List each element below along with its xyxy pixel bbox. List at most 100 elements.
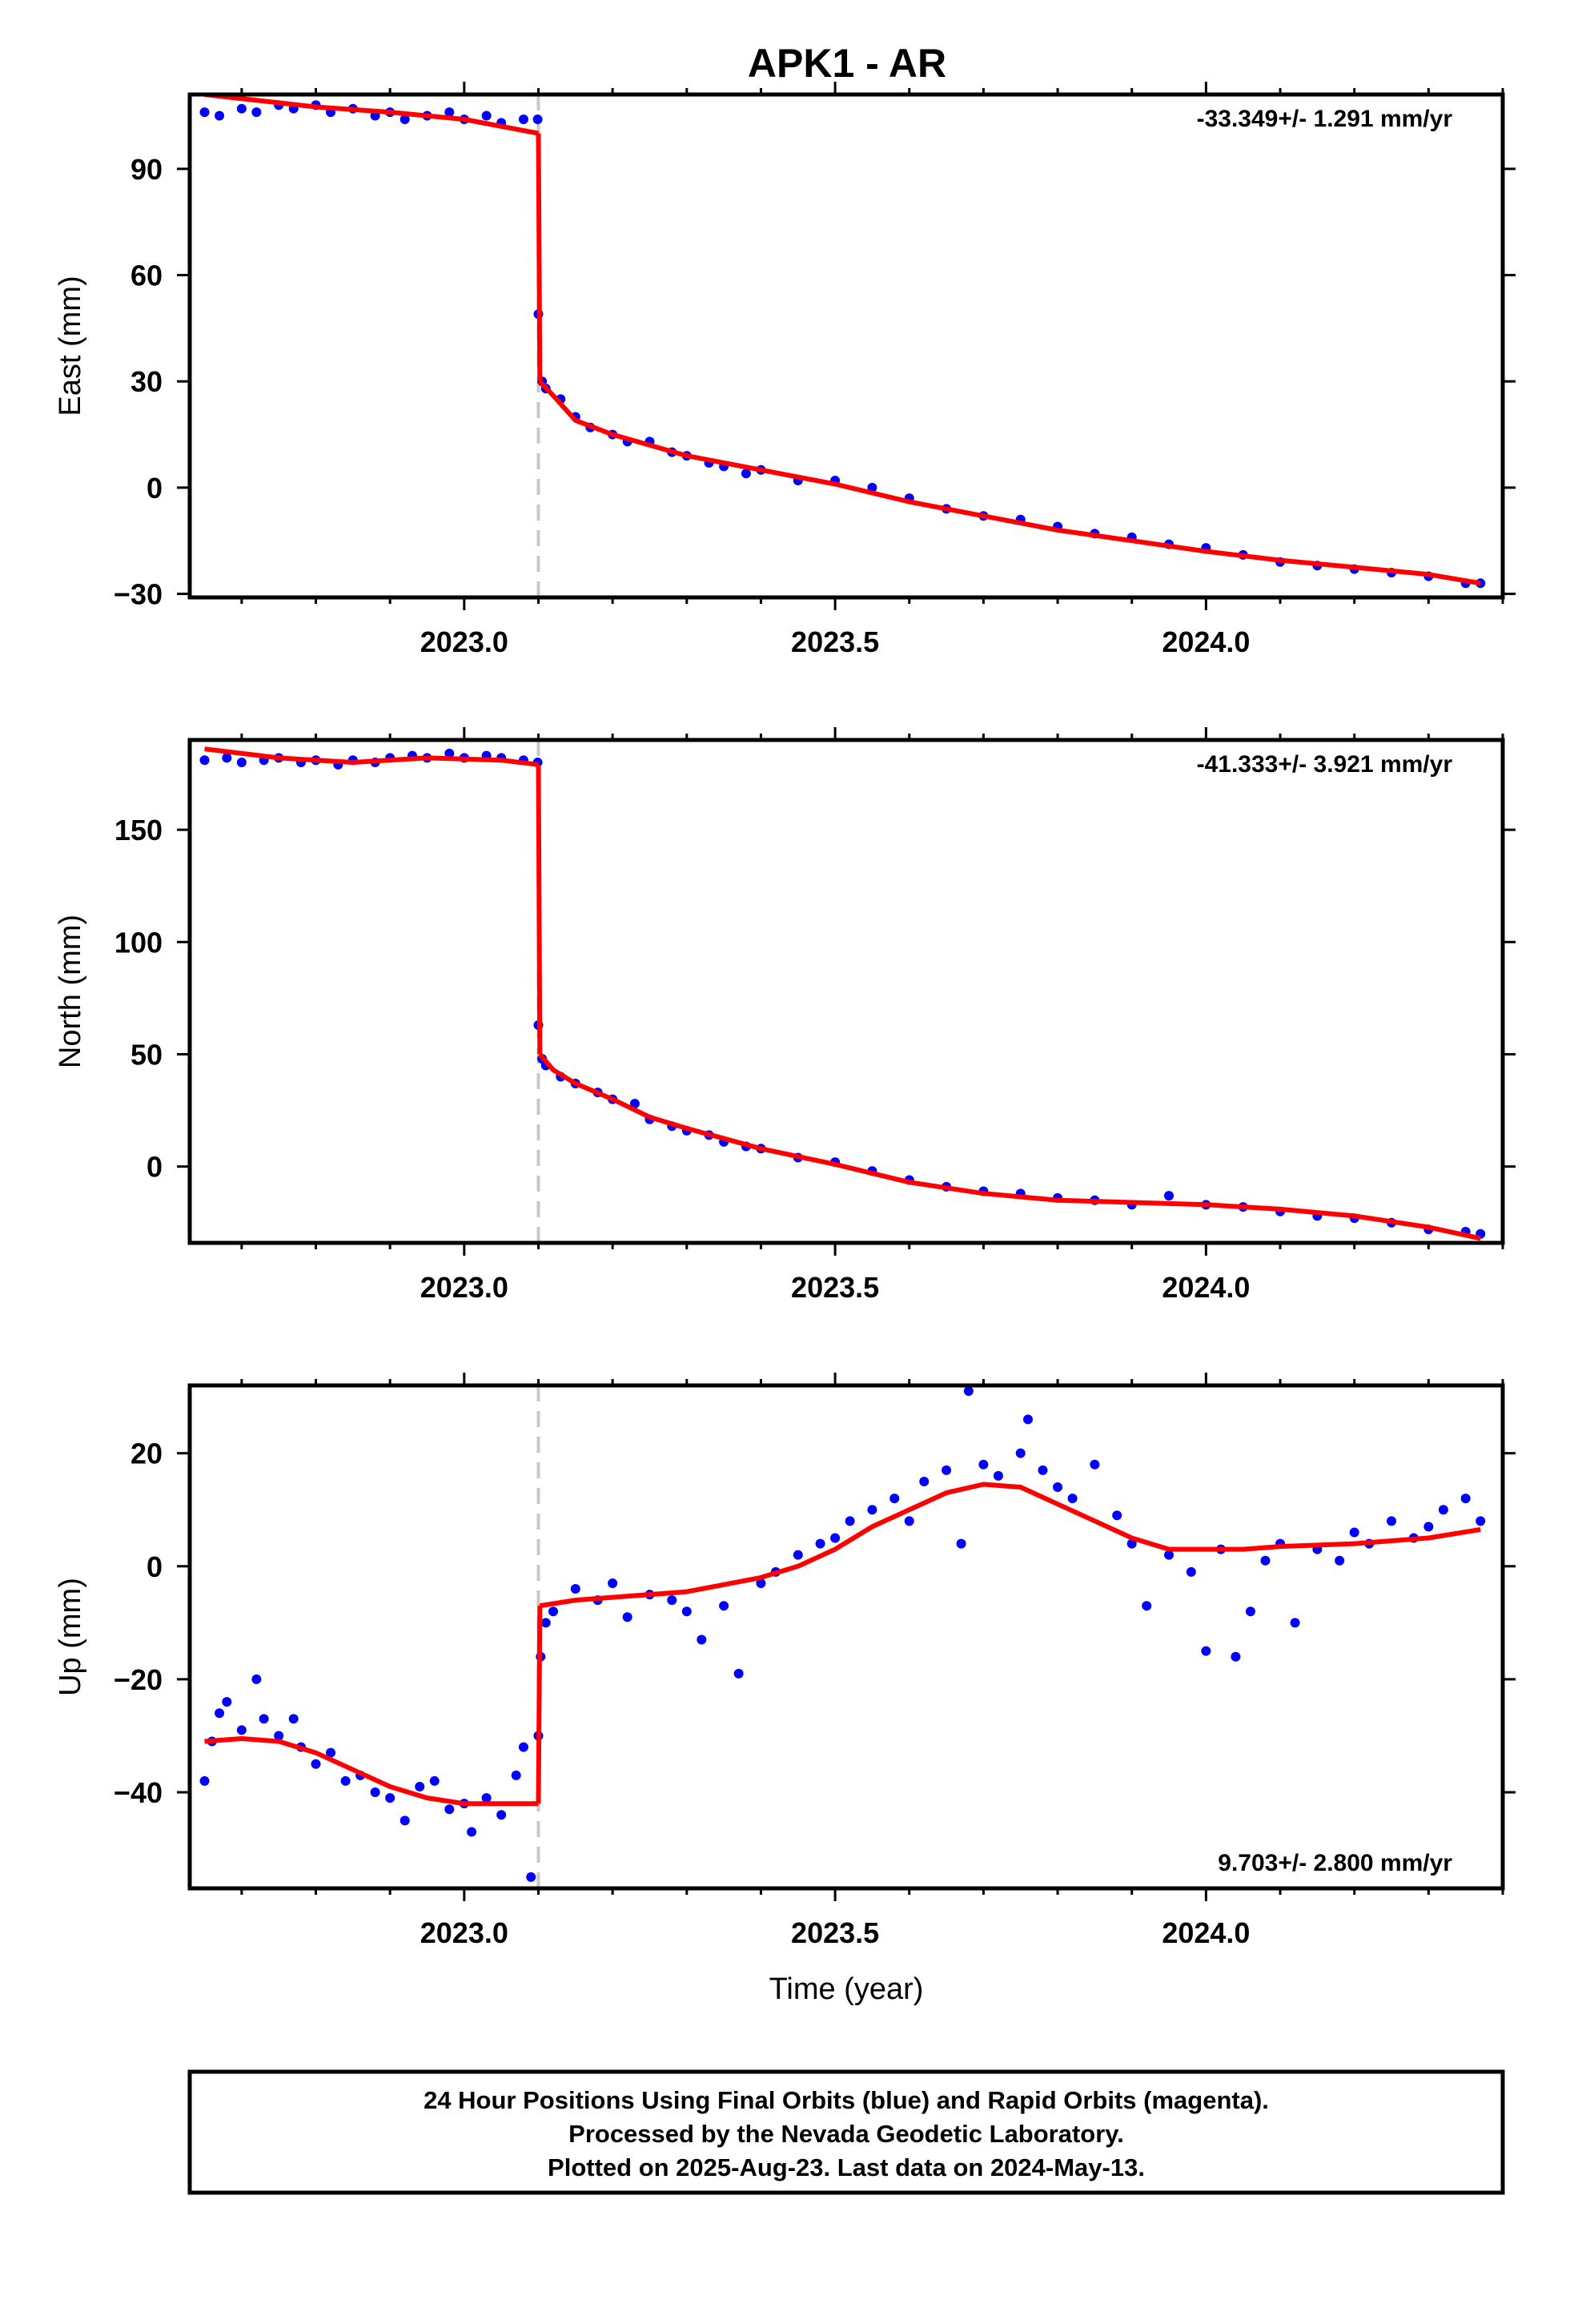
east-data-point-18 xyxy=(532,114,543,124)
up-data-point-31 xyxy=(570,1584,580,1594)
up-data-point-66 xyxy=(1186,1566,1196,1577)
up-ytick-label-1: −20 xyxy=(114,1663,163,1696)
up-data-point-48 xyxy=(889,1494,900,1504)
up-data-point-37 xyxy=(681,1606,692,1617)
up-data-point-61 xyxy=(1090,1459,1100,1470)
east-data-point-0 xyxy=(199,107,210,118)
up-data-point-53 xyxy=(963,1386,974,1397)
panels: 2023.0 2023.5 2024.0 −30 0 30 60 90 East (mm) -33… xyxy=(54,82,1516,2006)
east-ytick-label-1: 0 xyxy=(147,472,163,505)
up-data-point-0 xyxy=(199,1775,210,1786)
east-fit-segment-0 xyxy=(204,94,540,136)
north-xtick-label-0: 2023.0 xyxy=(420,1271,508,1304)
up-rate-label: 9.703+/- 2.800 mm/yr xyxy=(1218,1850,1452,1876)
up-data-point-25 xyxy=(518,1742,528,1752)
up-data-point-80 xyxy=(1423,1522,1434,1532)
east-data-point-32 xyxy=(741,468,751,479)
east-ytick-label-2: 30 xyxy=(130,365,163,398)
up-data-point-36 xyxy=(667,1595,677,1606)
east-xtick-label-2: 2024.0 xyxy=(1162,625,1250,658)
footer-line-3: Plotted on 2025-Aug-23. Last data on 202… xyxy=(548,2153,1145,2181)
north-ytick-label-1: 50 xyxy=(130,1039,163,1072)
footer-box xyxy=(187,2069,1505,2195)
up-data-point-41 xyxy=(756,1578,766,1588)
up-xtick-label-0: 2023.0 xyxy=(420,1916,508,1949)
up-data-point-18 xyxy=(429,1775,440,1786)
up-data-point-5 xyxy=(251,1674,262,1684)
north-fit-segment-2 xyxy=(538,1052,1481,1241)
east-data-point-15 xyxy=(481,111,492,121)
up-data-point-46 xyxy=(845,1516,855,1526)
up-data-point-65 xyxy=(1164,1550,1174,1560)
up-data-point-69 xyxy=(1231,1651,1241,1662)
north-ytick-label-2: 100 xyxy=(114,926,163,959)
up-data-point-51 xyxy=(942,1465,952,1475)
up-data-point-59 xyxy=(1053,1482,1063,1493)
up-data-point-83 xyxy=(1476,1516,1486,1526)
up-y-axis-label: Up (mm) xyxy=(54,1578,87,1696)
north-data-point-13 xyxy=(444,748,455,758)
up-frame xyxy=(187,1383,1505,1891)
north-data-point-0 xyxy=(199,755,210,766)
up-data-point-2 xyxy=(215,1708,225,1719)
up-fit-segment-1 xyxy=(536,1606,543,1804)
up-data-point-52 xyxy=(956,1538,966,1549)
up-data-point-63 xyxy=(1126,1538,1137,1549)
north-xtick-label-1: 2023.5 xyxy=(791,1271,879,1304)
up-data-point-62 xyxy=(1112,1510,1122,1521)
up-data-point-23 xyxy=(496,1810,507,1820)
up-fit-segment-2 xyxy=(539,1482,1481,1609)
up-data-point-26 xyxy=(526,1872,536,1882)
east-frame xyxy=(187,92,1505,600)
east-xtick-label-0: 2023.0 xyxy=(420,625,508,658)
east-data-point-11 xyxy=(400,114,410,124)
east-ytick-label-4: 90 xyxy=(130,153,163,186)
up-ytick-label-3: 20 xyxy=(130,1437,163,1470)
up-xtick-label-1: 2023.5 xyxy=(791,1916,879,1949)
up-data-point-81 xyxy=(1438,1505,1448,1515)
up-data-point-8 xyxy=(288,1714,299,1724)
up-data-point-19 xyxy=(444,1804,455,1815)
up-data-point-4 xyxy=(236,1725,247,1735)
panel-east: 2023.0 2023.5 2024.0 −30 0 30 60 90 East (mm) -33… xyxy=(54,82,1516,658)
up-data-point-54 xyxy=(978,1459,989,1470)
up-data-point-10 xyxy=(311,1759,321,1769)
up-data-point-34 xyxy=(622,1612,632,1622)
north-y-axis-label: North (mm) xyxy=(54,915,87,1068)
up-data-point-17 xyxy=(415,1781,425,1791)
chart-title: APK1 - AR xyxy=(748,41,946,86)
up-data-point-64 xyxy=(1142,1601,1152,1611)
up-data-point-82 xyxy=(1460,1494,1471,1504)
east-y-axis-label: East (mm) xyxy=(54,275,87,416)
panel-up: 2023.0 2023.5 2024.0 −40 −20 0 20 Up (mm) 9.703+… xyxy=(54,1373,1516,2006)
east-fit-segment-1 xyxy=(536,133,543,382)
up-data-point-16 xyxy=(400,1815,410,1826)
up-data-point-3 xyxy=(222,1697,232,1707)
up-data-point-60 xyxy=(1067,1494,1078,1504)
east-ytick-label-0: −30 xyxy=(114,578,163,611)
up-data-point-7 xyxy=(274,1731,284,1741)
up-ytick-label-0: −40 xyxy=(114,1776,163,1809)
footer-line-1: 24 Hour Positions Using Final Orbits (bl… xyxy=(424,2086,1269,2114)
up-data-point-33 xyxy=(608,1578,618,1588)
up-data-point-58 xyxy=(1038,1465,1048,1475)
up-data-point-44 xyxy=(815,1538,825,1549)
north-data-point-44 xyxy=(1164,1191,1174,1201)
up-data-point-11 xyxy=(326,1747,336,1758)
north-frame xyxy=(187,738,1505,1245)
up-data-point-70 xyxy=(1245,1606,1255,1617)
east-fit-segment-2 xyxy=(538,380,1481,586)
up-data-point-21 xyxy=(467,1827,477,1837)
east-rate-label: -33.349+/- 1.291 mm/yr xyxy=(1197,106,1453,132)
up-data-point-75 xyxy=(1335,1555,1345,1566)
up-data-point-15 xyxy=(385,1793,396,1803)
north-xtick-label-2: 2024.0 xyxy=(1162,1271,1250,1304)
up-data-point-49 xyxy=(904,1516,914,1526)
up-data-point-30 xyxy=(548,1606,559,1617)
east-data-point-2 xyxy=(236,103,247,114)
panel-north: 2023.0 2023.5 2024.0 0 50 100 150 North (mm) -41… xyxy=(54,727,1516,1304)
east-data-point-3 xyxy=(251,107,262,118)
north-data xyxy=(199,746,1486,1241)
up-ytick-label-2: 0 xyxy=(147,1550,163,1583)
up-data-point-38 xyxy=(697,1634,707,1645)
